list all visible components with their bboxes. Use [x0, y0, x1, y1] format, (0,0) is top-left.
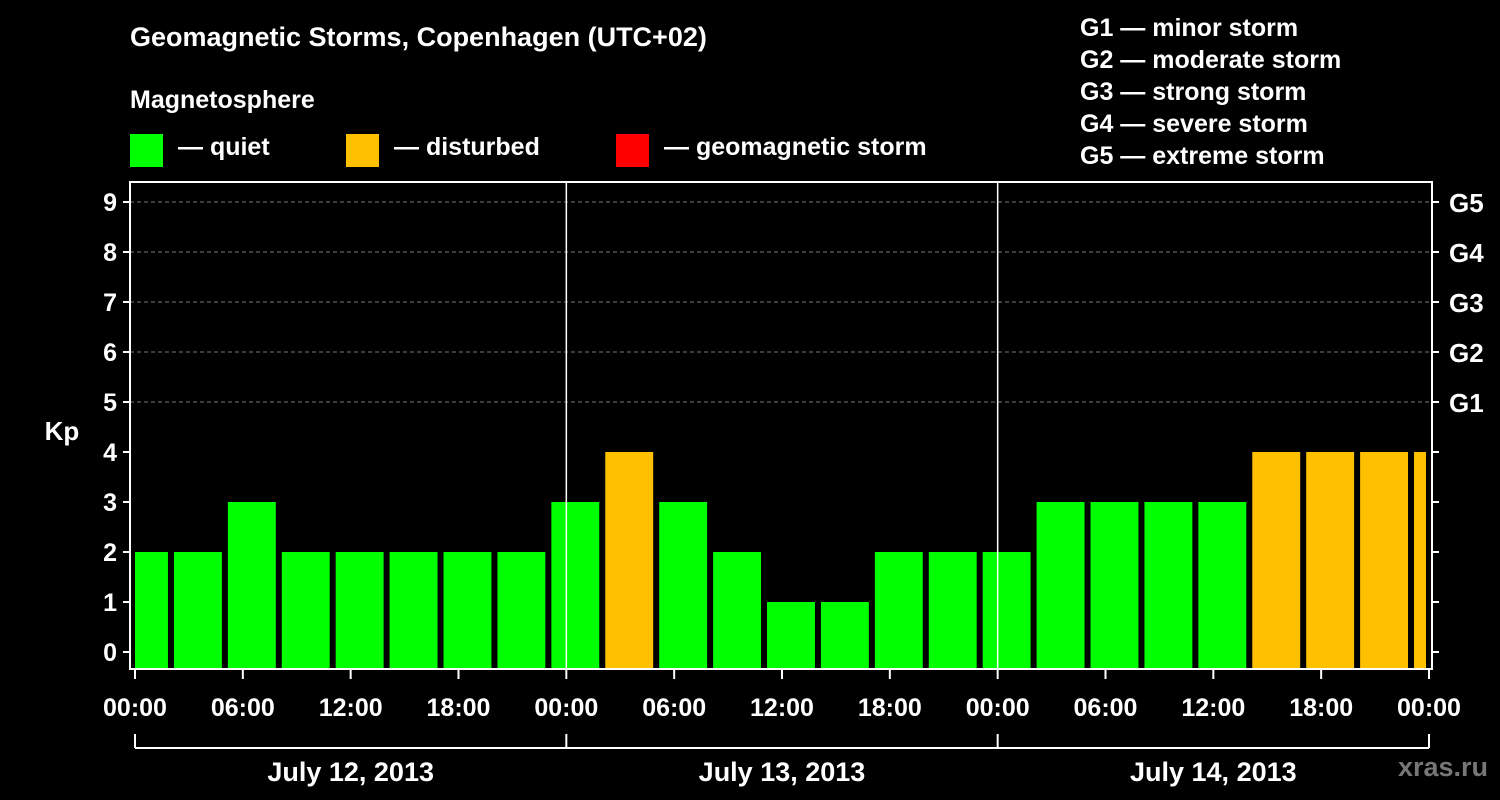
bar-5 — [389, 552, 438, 669]
g-scale-item-g3: G3 — strong storm — [1080, 78, 1307, 106]
y-tick-label-5: 5 — [103, 389, 117, 417]
y-tick-label-2: 2 — [103, 539, 117, 567]
legend-label-disturbed: — disturbed — [394, 133, 540, 161]
bar-17 — [1036, 502, 1085, 669]
x-tick-label-7: 18:00 — [858, 694, 922, 722]
x-tick-label-10: 12:00 — [1181, 694, 1245, 722]
y-tick-label-6: 6 — [103, 339, 117, 367]
legend-swatch-storm — [616, 134, 649, 167]
bar-22 — [1306, 452, 1355, 669]
g-label-g4: G4 — [1449, 238, 1484, 268]
bar-0 — [135, 552, 168, 669]
x-tick-label-3: 18:00 — [427, 694, 491, 722]
bar-15 — [928, 552, 977, 669]
g-label-g5: G5 — [1449, 188, 1484, 218]
bar-20 — [1198, 502, 1247, 669]
bar-19 — [1144, 502, 1193, 669]
bar-11 — [713, 552, 762, 669]
day-label-0: July 12, 2013 — [267, 757, 434, 787]
g-label-g1: G1 — [1449, 388, 1484, 418]
g-label-g2: G2 — [1449, 338, 1484, 368]
y-tick-label-8: 8 — [103, 239, 117, 267]
bar-3 — [281, 552, 330, 669]
bar-2 — [227, 502, 276, 669]
g-scale-item-g2: G2 — moderate storm — [1080, 46, 1342, 74]
x-tick-label-9: 06:00 — [1074, 694, 1138, 722]
watermark: xras.ru — [1397, 752, 1488, 782]
bar-12 — [767, 602, 815, 669]
y-tick-label-4: 4 — [103, 439, 117, 467]
bar-14 — [874, 552, 923, 669]
bar-21 — [1252, 452, 1301, 669]
y-tick-label-3: 3 — [103, 489, 117, 517]
y-tick-label-1: 1 — [103, 589, 117, 617]
day-label-1: July 13, 2013 — [699, 757, 866, 787]
x-tick-label-2: 12:00 — [319, 694, 383, 722]
y-axis-label: Kp — [45, 416, 80, 446]
x-tick-label-6: 12:00 — [750, 694, 814, 722]
g-label-g3: G3 — [1449, 288, 1484, 318]
g-scale-item-g1: G1 — minor storm — [1080, 14, 1299, 42]
bar-10 — [659, 502, 708, 669]
g-scale-legend: G1 — minor storm G2 — moderate storm G3 … — [1080, 12, 1341, 172]
bar-18 — [1090, 502, 1139, 669]
x-tick-label-5: 06:00 — [642, 694, 706, 722]
bar-9 — [605, 452, 654, 669]
bar-23 — [1360, 452, 1409, 669]
g-scale-item-g5: G5 — extreme storm — [1080, 142, 1325, 170]
bar-4 — [335, 552, 384, 669]
g-scale-item-g4: G4 — severe storm — [1080, 110, 1308, 138]
bar-1 — [173, 552, 222, 669]
bar-6 — [443, 552, 492, 669]
bar-8 — [551, 502, 600, 669]
bar-13 — [820, 602, 869, 669]
x-tick-label-0: 00:00 — [103, 694, 167, 722]
legend-label-quiet: — quiet — [178, 133, 270, 161]
legend-label-storm: — geomagnetic storm — [664, 133, 927, 161]
chart-subtitle: Magnetosphere — [130, 86, 315, 114]
bar-7 — [497, 552, 546, 669]
bar-24 — [1414, 452, 1426, 669]
legend-swatch-disturbed — [346, 134, 379, 167]
x-tick-label-11: 18:00 — [1289, 694, 1353, 722]
y-tick-label-0: 0 — [103, 639, 117, 667]
x-tick-label-1: 06:00 — [211, 694, 275, 722]
bar-16 — [982, 552, 1031, 669]
y-tick-label-9: 9 — [103, 189, 117, 217]
legend-swatch-quiet — [130, 134, 163, 167]
y-tick-label-7: 7 — [103, 289, 117, 317]
x-tick-label-4: 00:00 — [534, 694, 598, 722]
chart-title: Geomagnetic Storms, Copenhagen (UTC+02) — [130, 22, 707, 52]
x-tick-label-12: 00:00 — [1397, 694, 1461, 722]
day-label-2: July 14, 2013 — [1130, 757, 1297, 787]
x-tick-label-8: 00:00 — [966, 694, 1030, 722]
